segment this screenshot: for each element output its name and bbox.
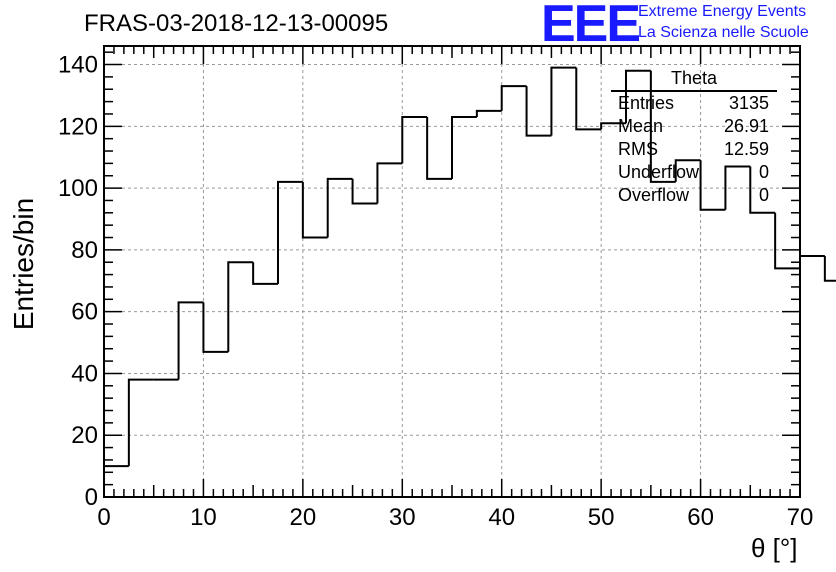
y-tick-labels: 0 20 40 60 80 100 120 140 — [58, 52, 98, 511]
stats-value: 3135 — [728, 93, 769, 113]
y-tick-label: 40 — [71, 360, 98, 387]
histogram-bin — [550, 66, 577, 136]
x-tick-label: 40 — [488, 504, 515, 531]
x-tick-label: 10 — [190, 504, 217, 531]
histogram-bin — [823, 256, 836, 282]
y-tick-label: 80 — [71, 237, 98, 264]
histogram-bin — [674, 159, 701, 182]
eee-logo: EEE — [541, 0, 641, 53]
histogram-bin — [252, 262, 278, 285]
y-tick-label: 100 — [58, 175, 98, 202]
stats-row-entries: Entries 3135 — [611, 92, 777, 115]
histogram-bin — [799, 255, 825, 269]
histogram-bin — [301, 181, 328, 239]
stats-row-underflow: Underflow 0 — [611, 161, 777, 184]
stats-value: 0 — [758, 162, 769, 182]
histogram-bin — [227, 261, 254, 352]
histogram-bin — [326, 177, 353, 238]
stats-value: 0 — [758, 185, 769, 205]
y-tick-label: 20 — [71, 422, 98, 449]
stats-row-rms: RMS 12.59 — [611, 138, 777, 161]
y-axis-label: Entries/bin — [8, 197, 39, 331]
stats-row-mean: Mean 26.91 — [611, 115, 777, 138]
histogram-bin — [649, 70, 676, 183]
x-axis-label: θ [°] — [751, 533, 798, 563]
axis-ticks — [103, 46, 801, 498]
histogram-bin — [749, 166, 776, 214]
stats-box: Theta Entries 3135 Mean 26.91 RMS 12.59 … — [611, 68, 777, 207]
stats-row-overflow: Overflow 0 — [611, 184, 777, 207]
histogram-bin — [699, 160, 726, 211]
histogram-bin — [401, 116, 428, 164]
histogram-bin — [103, 465, 129, 497]
logo-caption-line2: La Scienza nelle Scuole — [638, 24, 809, 41]
stats-title: Theta — [611, 68, 777, 92]
histogram-bin — [202, 302, 229, 353]
histogram-bin — [277, 180, 303, 284]
histogram-bin — [525, 86, 552, 137]
y-tick-label: 60 — [71, 299, 98, 326]
stats-label: RMS — [618, 139, 658, 159]
stats-value: 12.59 — [723, 139, 769, 159]
histogram-bin — [376, 162, 403, 204]
histogram-bin — [724, 165, 751, 210]
histogram-bin — [774, 212, 800, 270]
logo-caption-line1: Extreme Energy Events — [638, 3, 807, 20]
y-tick-label: 0 — [85, 484, 98, 511]
x-tick-label: 70 — [787, 504, 814, 531]
stats-label: Entries — [618, 93, 675, 113]
histogram-bin — [475, 109, 502, 118]
histogram-bin — [177, 301, 204, 380]
histogram-bin — [351, 178, 378, 205]
histogram-bin — [625, 69, 651, 124]
histogram-bin — [426, 117, 452, 180]
x-tick-labels: 0 10 20 30 40 50 60 70 — [97, 504, 813, 531]
y-tick-label: 120 — [58, 113, 98, 140]
histogram-bin — [575, 67, 602, 131]
x-tick-label: 30 — [389, 504, 416, 531]
x-tick-label: 0 — [97, 504, 110, 531]
stats-label: Underflow — [618, 162, 700, 182]
y-tick-label: 140 — [58, 52, 98, 79]
stats-label: Overflow — [618, 185, 690, 205]
chart-title: FRAS-03-2018-12-13-00095 — [84, 10, 389, 37]
histogram-bin — [600, 122, 626, 130]
x-tick-label: 60 — [687, 504, 714, 531]
x-tick-label: 50 — [588, 504, 615, 531]
histogram-bin — [451, 116, 477, 179]
x-tick-label: 20 — [290, 504, 317, 531]
histogram-bin — [500, 85, 527, 111]
stats-label: Mean — [618, 116, 664, 136]
stats-value: 26.91 — [723, 116, 769, 136]
histogram-bin — [127, 378, 154, 467]
